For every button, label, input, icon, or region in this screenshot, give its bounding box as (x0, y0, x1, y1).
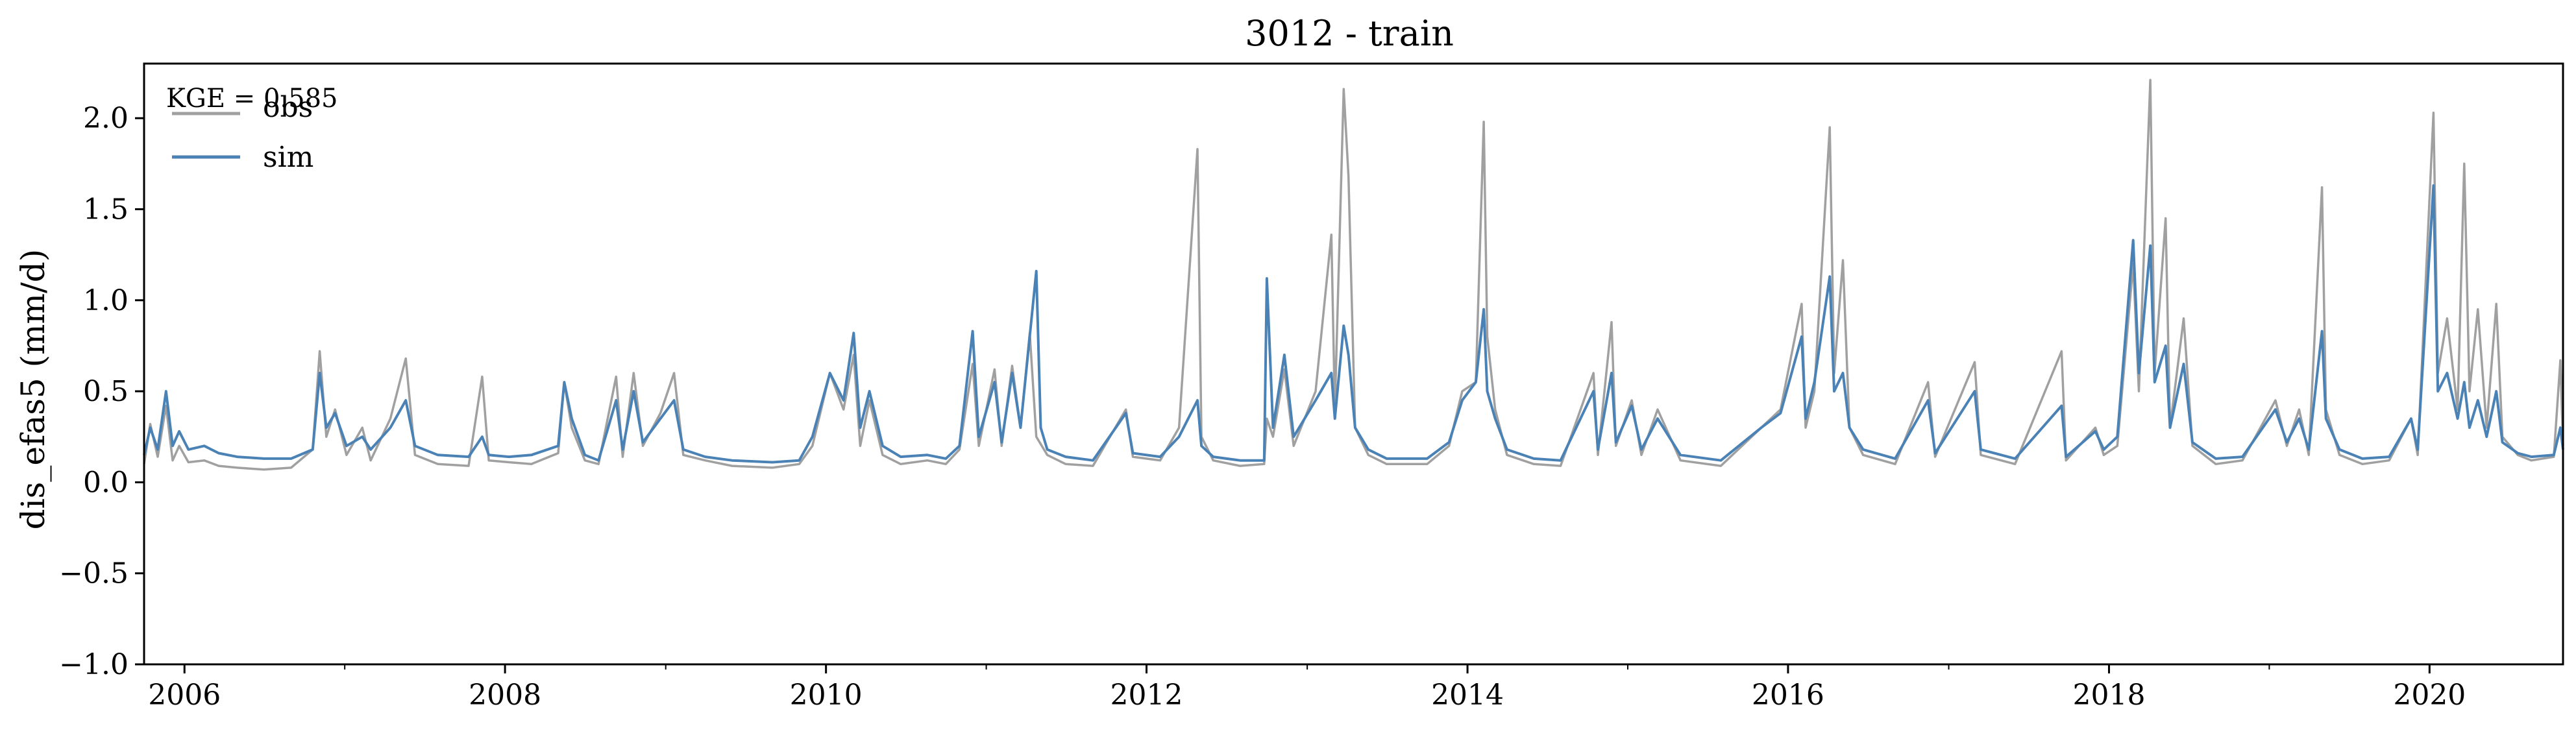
x-tick-label: 2014 (1431, 679, 1504, 712)
y-axis: −1.0 −0.5 0.0 0.5 1.0 1.5 2.0 (59, 102, 144, 681)
y-tick-label: −0.5 (59, 557, 129, 590)
y-tick-label: 0.5 (83, 375, 129, 408)
x-axis: 2006 2008 2010 2012 2014 2016 2018 2020 (148, 664, 2466, 712)
x-tick-label: 2012 (1110, 679, 1183, 712)
chart-title: 3012 - train (1245, 13, 1454, 54)
x-tick-label: 2008 (469, 679, 541, 712)
x-tick-label: 2006 (148, 679, 221, 712)
legend-sim-label: sim (263, 141, 313, 174)
legend-obs-label: obs (263, 91, 313, 124)
y-axis-label: dis_efas5 (mm/d) (14, 249, 52, 530)
series-layer (143, 79, 2564, 471)
series-line-sim (143, 184, 2564, 464)
x-tick-label: 2010 (790, 679, 863, 712)
y-tick-label: 0.0 (83, 466, 129, 499)
x-tick-label: 2020 (2393, 679, 2466, 712)
y-tick-label: 2.0 (83, 102, 129, 135)
y-tick-label: 1.5 (83, 193, 129, 226)
x-tick-label: 2016 (1752, 679, 1824, 712)
x-tick-label: 2018 (2072, 679, 2145, 712)
plot-frame (143, 62, 2564, 666)
legend: obs sim (172, 91, 313, 174)
y-tick-label: −1.0 (59, 648, 129, 681)
y-tick-label: 1.0 (83, 284, 129, 317)
kge-annotation: KGE = 0.585 (166, 84, 338, 114)
